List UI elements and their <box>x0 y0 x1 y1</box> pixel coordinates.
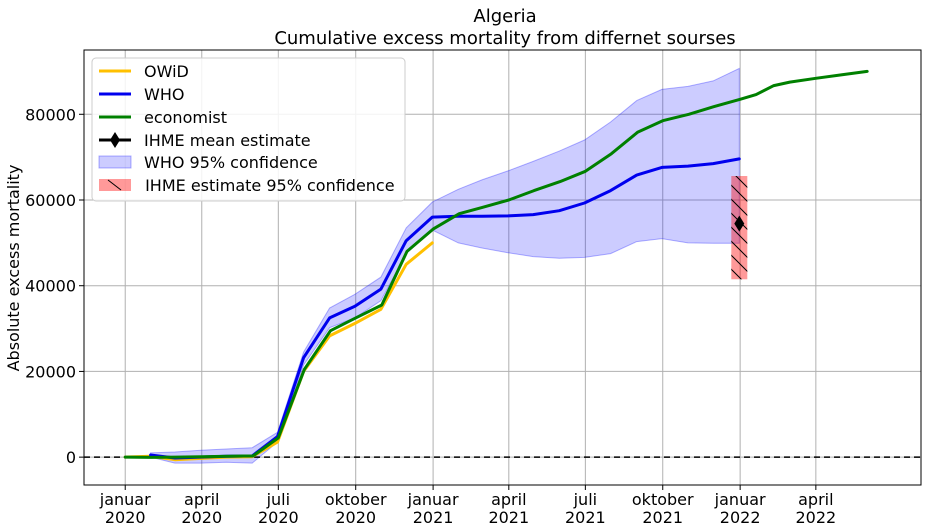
x-tick-label-year: 2020 <box>335 508 376 527</box>
chart-title: Algeria <box>473 6 536 27</box>
x-tick-label: januar <box>714 490 766 509</box>
x-tick-label-year: 2022 <box>720 508 761 527</box>
tick-layer: januar2020april2020juli2020oktober2020ja… <box>25 105 836 527</box>
x-tick-label: oktober <box>325 490 387 509</box>
legend-label-economist: economist <box>144 108 227 127</box>
x-tick-label: april <box>491 490 526 509</box>
x-tick-label-year: 2020 <box>105 508 146 527</box>
legend-swatch-who-ci <box>98 155 132 169</box>
x-tick-label: april <box>798 490 833 509</box>
legend-label-owid: OWiD <box>144 62 189 81</box>
ihme-mean-marker <box>734 215 745 232</box>
x-tick-label: april <box>184 490 219 509</box>
y-tick-label: 0 <box>66 448 76 467</box>
y-tick-label: 80000 <box>25 105 76 124</box>
x-tick-label-year: 2021 <box>565 508 606 527</box>
series-line-owid <box>123 241 434 462</box>
x-tick-label-year: 2020 <box>258 508 299 527</box>
legend-label-ihme-ci: IHME estimate 95% confidence <box>140 176 395 195</box>
x-tick-label: juli <box>573 490 597 509</box>
y-axis-label: Absolute excess mortality <box>4 165 23 372</box>
series-line-economist <box>123 69 869 459</box>
x-tick-label-year: 2021 <box>642 508 683 527</box>
x-tick-label: oktober <box>632 490 694 509</box>
x-tick-label: januar <box>99 490 151 509</box>
x-tick-label-year: 2021 <box>413 508 454 527</box>
y-tick-label: 40000 <box>25 277 76 296</box>
legend: OWiD WHO economist IHME mean estimate WH… <box>91 57 406 202</box>
x-tick-label-year: 2021 <box>488 508 529 527</box>
legend-box <box>91 57 406 202</box>
legend-label-who: WHO <box>144 85 184 104</box>
legend-label-who-ci: WHO 95% confidence <box>144 153 318 172</box>
legend-swatch-ihme-ci-hatch <box>107 179 122 191</box>
legend-label-ihme-mean: IHME mean estimate <box>144 131 311 150</box>
y-tick-label: 20000 <box>25 362 76 381</box>
legend-diamond-ihme-mean <box>110 132 120 148</box>
x-tick-label-year: 2022 <box>795 508 836 527</box>
series-layer <box>123 69 869 462</box>
x-tick-label: juli <box>266 490 290 509</box>
ihme-layer <box>731 176 748 280</box>
chart-subtitle: Cumulative excess mortality from differn… <box>274 28 735 49</box>
x-tick-label: januar <box>407 490 459 509</box>
y-tick-label: 60000 <box>25 191 76 210</box>
plot-frame <box>83 49 922 486</box>
x-tick-label-year: 2020 <box>181 508 222 527</box>
